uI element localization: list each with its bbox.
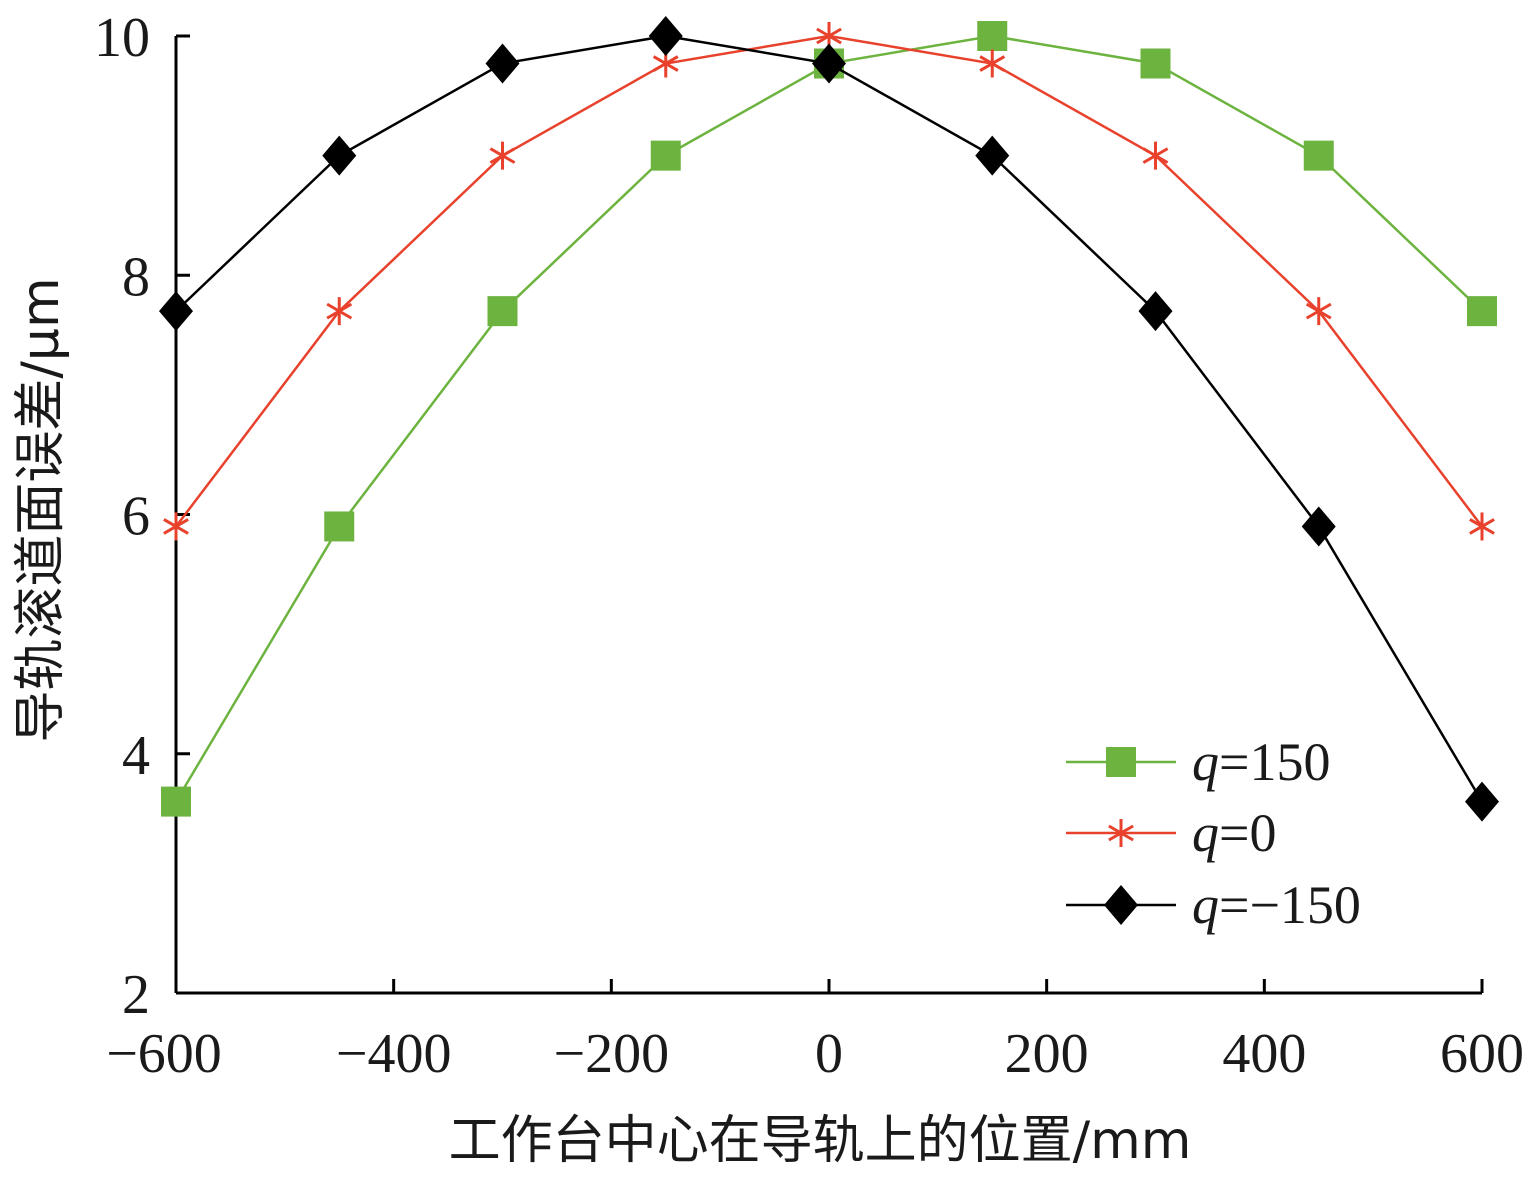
legend-item: q=0 [1066, 803, 1276, 863]
data-point [1138, 291, 1173, 332]
data-point [812, 43, 846, 84]
legend-marker [1104, 885, 1138, 925]
y-axis-title: 导轨滚道面误差/μm [11, 277, 71, 742]
data-point [489, 141, 516, 170]
legend-marker [1108, 819, 1134, 847]
data-point [1467, 296, 1497, 327]
x-tick-label: −200 [554, 1023, 670, 1085]
series-line [174, 34, 1483, 803]
legend-item: q=−150 [1066, 875, 1361, 935]
data-point [975, 135, 1010, 176]
legend-label: q=−150 [1192, 875, 1361, 935]
x-tick-label: 600 [1440, 1023, 1524, 1085]
data-point [1303, 140, 1334, 171]
x-tick-label: −400 [336, 1023, 452, 1085]
legend-label: q=0 [1192, 803, 1276, 863]
series-line [175, 34, 1483, 528]
y-tick-label: 10 [94, 7, 150, 69]
legend-marker [1106, 747, 1136, 777]
y-tick-label: 6 [122, 486, 150, 548]
data-point [977, 21, 1008, 51]
data-point [979, 49, 1006, 78]
data-point [161, 786, 191, 817]
data-point [1301, 506, 1336, 547]
x-axis-title: 工作台中心在导轨上的位置/mm [449, 1111, 1192, 1171]
data-point [1140, 48, 1171, 79]
data-point [1142, 141, 1169, 170]
y-tick-label: 2 [122, 964, 150, 1026]
data-point [485, 43, 520, 84]
x-tick-label: −600 [106, 1023, 222, 1085]
legend-label: q=150 [1192, 732, 1330, 792]
data-point [650, 140, 681, 171]
y-ticks: 2 4 6 8 10 [94, 7, 190, 1026]
x-tick-label: 200 [1005, 1023, 1089, 1085]
series-diamond [159, 16, 1499, 822]
series-group [159, 16, 1499, 822]
axes [174, 36, 1482, 995]
x-tick-label: 400 [1222, 1023, 1306, 1085]
x-ticks: −600 −400 −200 0 200 400 600 [106, 979, 1524, 1085]
series-asterisk [163, 22, 1495, 541]
legend: q=150 q=0 q=−150 [1066, 732, 1361, 935]
data-point [1469, 512, 1495, 541]
data-point [1305, 297, 1332, 326]
legend-item: q=150 [1066, 732, 1330, 792]
data-point [648, 16, 683, 56]
data-point [487, 296, 518, 327]
data-point [163, 512, 189, 541]
data-point [322, 135, 357, 176]
data-point [159, 291, 193, 332]
series-square [161, 21, 1497, 817]
data-point [1465, 781, 1499, 822]
y-tick-label: 4 [122, 725, 150, 787]
data-point [326, 297, 353, 326]
x-tick-label: 0 [815, 1023, 843, 1085]
data-point [324, 511, 355, 542]
y-tick-label: 8 [122, 246, 150, 308]
series-line [175, 34, 1484, 803]
